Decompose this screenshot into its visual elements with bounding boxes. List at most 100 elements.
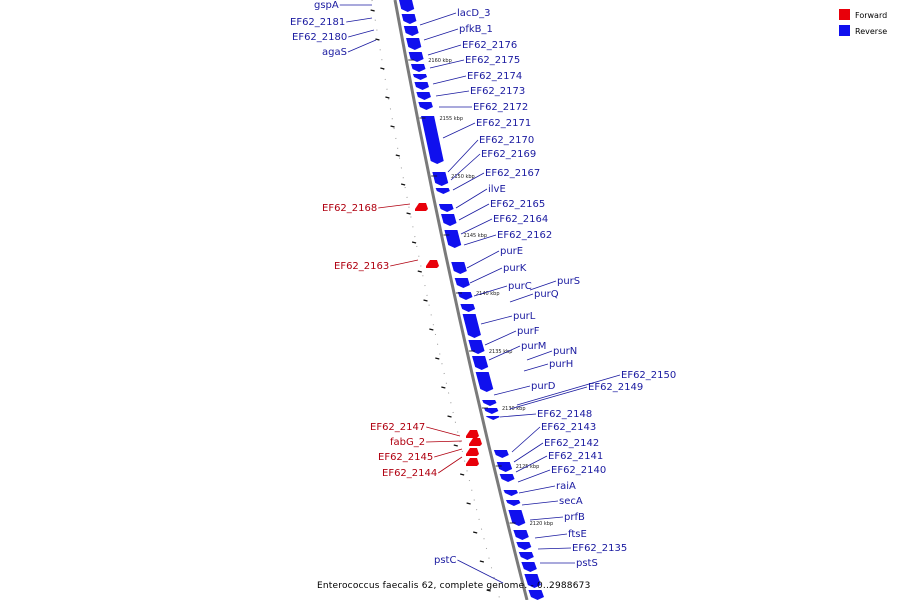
reverse-feature[interactable]: [521, 562, 537, 572]
reverse-leader-line: [529, 280, 557, 291]
reverse-gene-label[interactable]: purC: [508, 281, 532, 292]
reverse-gene-label[interactable]: pstS: [576, 558, 598, 569]
reverse-gene-label[interactable]: EF62_2141: [548, 451, 603, 462]
forward-feature[interactable]: [426, 260, 439, 268]
reverse-feature[interactable]: [468, 340, 485, 354]
reverse-gene-label[interactable]: EF62_2175: [465, 55, 520, 66]
reverse-feature[interactable]: [438, 204, 454, 212]
reverse-feature[interactable]: [503, 490, 518, 496]
reverse-feature[interactable]: [401, 14, 417, 24]
reverse-gene-label[interactable]: EF62_2169: [481, 149, 536, 160]
reverse-gene-label[interactable]: purD: [531, 381, 556, 392]
reverse-feature[interactable]: [403, 26, 419, 36]
reverse-feature[interactable]: [475, 372, 494, 392]
forward-gene-label[interactable]: fabG_2: [390, 437, 425, 448]
reverse-feature[interactable]: [508, 510, 526, 526]
reverse-feature[interactable]: [432, 172, 449, 186]
reverse-feature[interactable]: [416, 92, 431, 100]
reverse-feature[interactable]: [454, 278, 470, 288]
reverse-feature[interactable]: [457, 292, 473, 300]
reverse-feature[interactable]: [451, 262, 467, 274]
reverse-feature[interactable]: [524, 574, 541, 588]
ring-dash: [380, 67, 385, 70]
reverse-feature[interactable]: [472, 356, 489, 370]
reverse-feature[interactable]: [499, 474, 515, 482]
reverse-gene-label[interactable]: agaS: [322, 47, 347, 58]
reverse-gene-label[interactable]: EF62_2150: [621, 370, 676, 381]
reverse-feature[interactable]: [528, 590, 544, 600]
reverse-gene-label[interactable]: secA: [559, 496, 583, 507]
forward-feature[interactable]: [466, 448, 479, 456]
forward-gene-label[interactable]: EF62_2147: [370, 422, 425, 433]
reverse-gene-label[interactable]: ilvE: [488, 184, 506, 195]
reverse-gene-label[interactable]: purF: [517, 326, 540, 337]
reverse-gene-label[interactable]: purE: [500, 246, 523, 257]
reverse-gene-label[interactable]: pfkB_1: [459, 24, 493, 35]
reverse-gene-label[interactable]: ftsE: [568, 529, 587, 540]
reverse-gene-label[interactable]: EF62_2165: [490, 199, 545, 210]
tick-marks: 2160 kbp 2155 kbp 2150 kbp 2145 kbp 2140 kbp…: [408, 58, 553, 527]
reverse-gene-label[interactable]: lacD_3: [457, 8, 490, 19]
reverse-feature[interactable]: [505, 500, 521, 506]
reverse-gene-label[interactable]: EF62_2173: [470, 86, 525, 97]
reverse-gene-label[interactable]: EF62_2140: [551, 465, 606, 476]
reverse-feature[interactable]: [441, 214, 457, 226]
reverse-gene-label[interactable]: EF62_2162: [497, 230, 552, 241]
forward-gene-label[interactable]: EF62_2168: [322, 203, 377, 214]
reverse-gene-label[interactable]: gspA: [314, 0, 339, 11]
reverse-gene-label[interactable]: EF62_2167: [485, 168, 540, 179]
reverse-feature[interactable]: [485, 416, 500, 420]
forward-gene-label[interactable]: EF62_2163: [334, 261, 389, 272]
reverse-feature[interactable]: [418, 102, 433, 110]
reverse-leader-line: [447, 139, 479, 173]
forward-feature[interactable]: [466, 458, 479, 466]
reverse-feature[interactable]: [410, 64, 426, 72]
ring-dash: [486, 589, 491, 592]
reverse-gene-label[interactable]: raiA: [556, 481, 576, 492]
reverse-gene-label[interactable]: EF62_2174: [467, 71, 522, 82]
reverse-feature[interactable]: [516, 542, 532, 550]
reverse-gene-label[interactable]: EF62_2172: [473, 102, 528, 113]
reverse-gene-label[interactable]: EF62_2149: [588, 382, 643, 393]
reverse-gene-label[interactable]: pstC: [434, 555, 456, 566]
reverse-gene-label[interactable]: purN: [553, 346, 577, 357]
reverse-feature[interactable]: [408, 52, 424, 62]
reverse-gene-label[interactable]: EF62_2143: [541, 422, 596, 433]
reverse-feature[interactable]: [444, 230, 462, 248]
reverse-feature[interactable]: [406, 38, 422, 50]
forward-gene-label[interactable]: EF62_2145: [378, 452, 433, 463]
reverse-feature[interactable]: [496, 462, 513, 472]
reverse-gene-label[interactable]: purK: [503, 263, 527, 274]
forward-feature[interactable]: [466, 430, 479, 438]
forward-feature[interactable]: [415, 203, 428, 211]
reverse-feature[interactable]: [482, 400, 497, 406]
reverse-feature[interactable]: [518, 552, 534, 560]
reverse-gene-label[interactable]: EF62_2171: [476, 118, 531, 129]
reverse-gene-label[interactable]: purL: [513, 311, 536, 322]
forward-feature[interactable]: [469, 438, 482, 446]
reverse-feature[interactable]: [483, 408, 499, 414]
reverse-gene-label[interactable]: purH: [549, 359, 573, 370]
reverse-feature[interactable]: [435, 188, 450, 194]
reverse-gene-label[interactable]: EF62_2142: [544, 438, 599, 449]
reverse-gene-label[interactable]: EF62_2148: [537, 409, 592, 420]
reverse-gene-label[interactable]: EF62_2180: [292, 32, 347, 43]
reverse-gene-label[interactable]: EF62_2170: [479, 135, 534, 146]
reverse-gene-label[interactable]: purQ: [534, 289, 559, 300]
reverse-feature[interactable]: [412, 74, 428, 80]
reverse-gene-label[interactable]: EF62_2135: [572, 543, 627, 554]
forward-gene-label[interactable]: EF62_2144: [382, 468, 437, 479]
reverse-feature[interactable]: [399, 0, 415, 12]
reverse-gene-label[interactable]: purM: [521, 341, 546, 352]
reverse-gene-label[interactable]: EF62_2176: [462, 40, 517, 51]
reverse-feature[interactable]: [493, 450, 509, 458]
reverse-feature[interactable]: [421, 116, 444, 164]
reverse-feature[interactable]: [460, 304, 476, 312]
reverse-gene-label[interactable]: prfB: [564, 512, 585, 523]
reverse-feature[interactable]: [513, 530, 529, 540]
reverse-feature[interactable]: [462, 314, 481, 338]
reverse-gene-label[interactable]: purS: [557, 276, 580, 287]
reverse-gene-label[interactable]: EF62_2181: [290, 17, 345, 28]
reverse-gene-label[interactable]: EF62_2164: [493, 214, 548, 225]
reverse-feature[interactable]: [414, 82, 429, 90]
